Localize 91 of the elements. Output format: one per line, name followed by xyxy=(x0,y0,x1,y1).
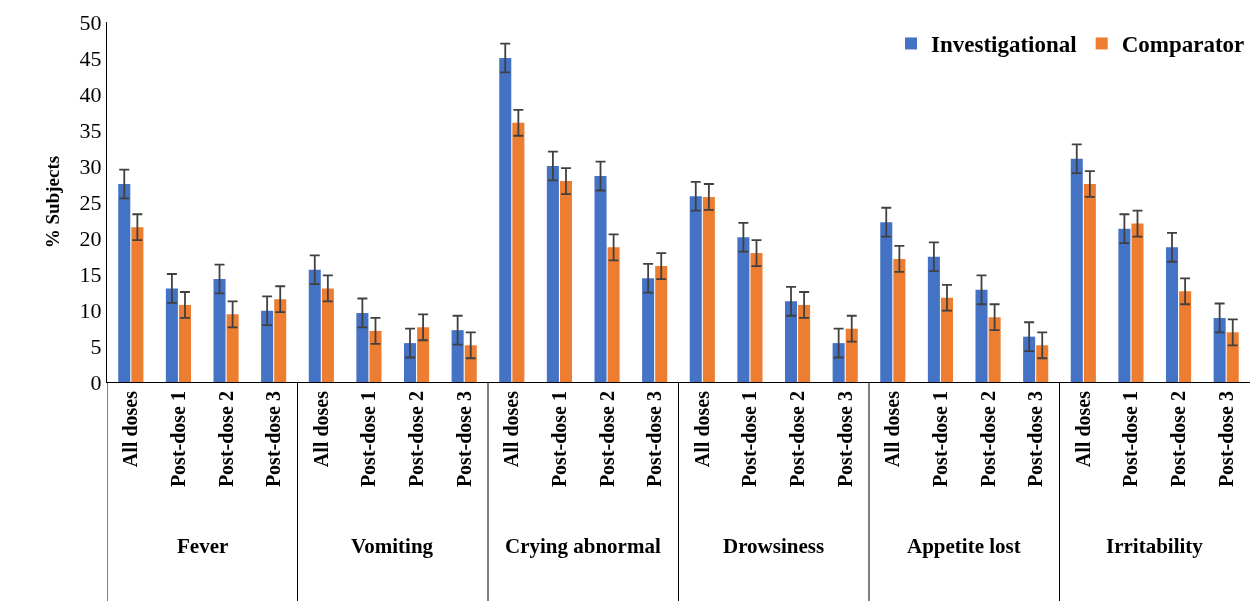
y-tick-label: 20 xyxy=(79,225,102,251)
bar xyxy=(512,122,525,382)
text: Vomiting xyxy=(351,534,434,558)
bar xyxy=(642,278,655,382)
x-tick-label: All doses xyxy=(500,390,523,468)
x-tick-label: All doses xyxy=(1071,390,1094,468)
x-tick-label: All doses xyxy=(119,390,142,468)
x-tick-label: Post-dose 3 xyxy=(643,391,666,488)
x-tick-label: Post-dose 2 xyxy=(786,391,809,488)
bar xyxy=(417,327,430,382)
bar xyxy=(1165,247,1179,382)
bar xyxy=(702,196,715,382)
y-tick-label: 50 xyxy=(79,9,102,35)
x-tick-label: Post-dose 3 xyxy=(833,391,856,488)
y-tick-label: 0 xyxy=(90,369,102,395)
y-tick-label: 25 xyxy=(79,189,102,215)
bar xyxy=(594,176,607,382)
legend-label: Investigational xyxy=(931,32,1077,58)
bar xyxy=(213,279,226,382)
bar xyxy=(832,343,845,382)
bar xyxy=(226,314,239,382)
bar xyxy=(798,304,811,382)
y-tick-label: 15 xyxy=(79,261,102,287)
bar xyxy=(1213,317,1226,382)
bar xyxy=(940,297,954,382)
bar xyxy=(975,289,988,382)
bar xyxy=(737,237,750,382)
bar xyxy=(988,317,1001,382)
bar xyxy=(118,184,131,382)
x-tick-label: All doses xyxy=(881,390,904,468)
y-tick-label: 35 xyxy=(79,117,102,143)
bar xyxy=(321,288,334,382)
x-tick-label: Post-dose 2 xyxy=(405,391,428,488)
x-tick-label: Post-dose 2 xyxy=(595,391,618,488)
y-tick-label: 40 xyxy=(79,81,102,107)
bar xyxy=(1036,345,1049,382)
legend-label: Comparator xyxy=(1121,32,1245,58)
bar xyxy=(893,258,906,382)
text: Appetite lost xyxy=(907,534,1021,558)
text: Drowsiness xyxy=(723,534,825,558)
bar xyxy=(750,253,763,382)
bar xyxy=(607,247,620,382)
x-tick-label: Post-dose 2 xyxy=(214,391,237,488)
x-tick-label: Post-dose 3 xyxy=(1214,391,1237,488)
x-tick-label: Post-dose 2 xyxy=(976,391,999,488)
bar xyxy=(845,328,858,382)
bar xyxy=(1226,332,1239,382)
x-tick-label: All doses xyxy=(690,390,713,468)
x-tick-label: Post-dose 3 xyxy=(452,391,475,488)
bar xyxy=(1179,291,1192,382)
text: Crying abnormal xyxy=(505,534,661,558)
bar xyxy=(1023,336,1036,382)
bar xyxy=(689,196,702,382)
x-tick-label: Post-dose 1 xyxy=(357,391,380,488)
bar xyxy=(178,304,192,382)
x-tick-label: Post-dose 1 xyxy=(1119,391,1142,488)
bar xyxy=(356,312,369,382)
x-tick-label: Post-dose 1 xyxy=(166,391,189,488)
text: Irritability xyxy=(1106,534,1204,558)
bar xyxy=(655,266,668,382)
y-tick-label: 45 xyxy=(79,45,102,71)
x-tick-label: Post-dose 3 xyxy=(262,391,285,488)
bar xyxy=(499,58,512,382)
x-tick-label: Post-dose 1 xyxy=(928,391,951,488)
bar xyxy=(308,269,321,382)
bar xyxy=(784,301,798,382)
bar xyxy=(1083,184,1096,382)
bar xyxy=(880,222,893,382)
text: Fever xyxy=(177,534,229,558)
x-tick-label: Post-dose 3 xyxy=(1024,391,1047,488)
bar xyxy=(274,299,287,382)
x-tick-label: All doses xyxy=(309,390,332,468)
bar xyxy=(927,256,940,382)
x-tick-label: Post-dose 1 xyxy=(547,391,570,488)
bar xyxy=(165,288,178,382)
y-tick-label: 10 xyxy=(79,297,102,323)
bar xyxy=(1070,158,1083,382)
bar xyxy=(464,345,477,382)
bar xyxy=(1118,228,1131,382)
bar xyxy=(559,181,573,382)
bar xyxy=(261,310,274,382)
bar xyxy=(369,330,382,382)
y-axis-title: % Subjects xyxy=(42,155,64,249)
bar xyxy=(1131,223,1144,382)
x-tick-label: Post-dose 2 xyxy=(1167,391,1190,488)
bar xyxy=(451,330,464,382)
bar xyxy=(131,227,144,382)
x-tick-label: Post-dose 1 xyxy=(738,391,761,488)
y-tick-label: 5 xyxy=(90,333,102,359)
bar xyxy=(546,166,559,382)
y-tick-label: 30 xyxy=(79,153,102,179)
